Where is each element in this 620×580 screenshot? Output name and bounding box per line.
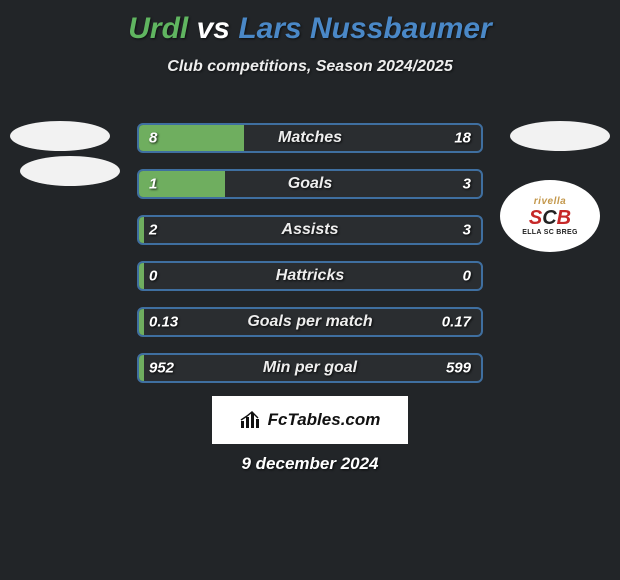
stat-row: 2 Assists 3 (137, 215, 483, 245)
club-logo-mid-text: SCB (529, 208, 571, 228)
stat-value-right: 599 (446, 360, 471, 377)
stat-row: 1 Goals 3 (137, 169, 483, 199)
stat-row: 0.13 Goals per match 0.17 (137, 307, 483, 337)
player1-avatar (10, 121, 110, 151)
stat-fill-left (139, 263, 144, 289)
comparison-title: Urdl vs Lars Nussbaumer (0, 0, 620, 46)
stat-value-left: 952 (149, 360, 174, 377)
player2-name: Lars Nussbaumer (238, 12, 491, 45)
stat-value-right: 3 (463, 176, 471, 193)
stat-label: Min per goal (263, 359, 357, 377)
stat-label: Matches (278, 129, 342, 147)
stat-value-right: 3 (463, 222, 471, 239)
stat-fill-left (139, 355, 144, 381)
club-logo-letter-s: S (529, 207, 542, 229)
stat-value-left: 2 (149, 222, 157, 239)
comparison-bars: 8 Matches 18 1 Goals 3 2 Assists 3 0 Hattricks 0 0.1… (137, 123, 483, 399)
club-logo-top-text: rivella (534, 196, 566, 207)
date-label: 9 december 2024 (241, 454, 378, 474)
player2-avatar (510, 121, 610, 151)
stat-value-left: 1 (149, 176, 157, 193)
stat-value-left: 0.13 (149, 314, 178, 331)
player1-club-logo (20, 156, 120, 186)
stat-fill-left (139, 309, 144, 335)
brand-badge: FcTables.com (212, 396, 408, 444)
stat-value-left: 0 (149, 268, 157, 285)
stat-row: 8 Matches 18 (137, 123, 483, 153)
club-logo-bottom-text: ELLA SC BREG (522, 229, 577, 236)
stat-value-right: 0.17 (442, 314, 471, 331)
stat-value-left: 8 (149, 130, 157, 147)
stat-value-right: 0 (463, 268, 471, 285)
stat-value-right: 18 (454, 130, 471, 147)
stat-label: Goals (288, 175, 332, 193)
club-logo-letter-c: C (542, 207, 556, 229)
subtitle: Club competitions, Season 2024/2025 (0, 58, 620, 76)
stat-row: 952 Min per goal 599 (137, 353, 483, 383)
vs-label: vs (197, 12, 230, 45)
stat-fill-left (139, 217, 144, 243)
bar-chart-icon (240, 411, 262, 429)
stat-row: 0 Hattricks 0 (137, 261, 483, 291)
club-logo-letter-b: B (557, 207, 571, 229)
stat-label: Assists (282, 221, 339, 239)
player1-name: Urdl (128, 12, 188, 45)
stat-label: Hattricks (276, 267, 344, 285)
stat-label: Goals per match (247, 313, 372, 331)
player2-club-logo: rivella SCB ELLA SC BREG (500, 180, 600, 252)
brand-text: FcTables.com (268, 410, 381, 430)
